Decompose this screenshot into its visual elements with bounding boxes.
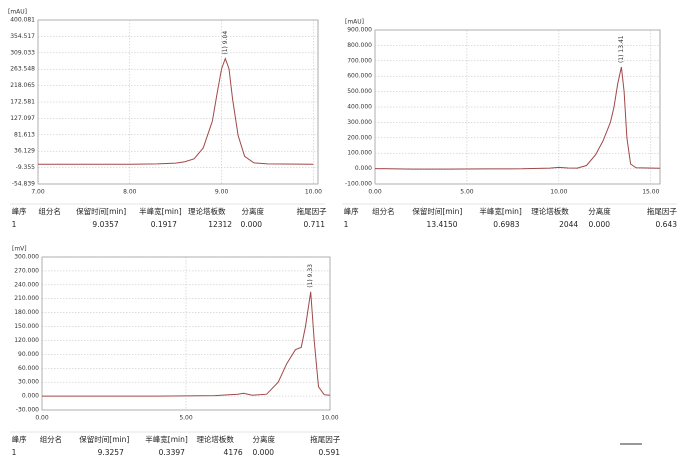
y-tick-label: 240.000 [14, 281, 39, 288]
chromatogram-line [374, 66, 661, 170]
peak-annotation: (1) 13.41 [618, 35, 625, 63]
y-tick-label: 400.000 [347, 104, 372, 111]
x-tick-label: 0.00 [368, 189, 382, 196]
y-axis-label: [mAU] [8, 9, 27, 16]
y-tick-label: 218.065 [10, 82, 35, 89]
y-tick-label: 263.548 [10, 66, 35, 73]
table-header: 峰序 [344, 206, 359, 216]
table-cell: 0.3397 [159, 448, 185, 457]
y-tick-label: 300.000 [14, 254, 39, 261]
x-tick-label: 10.00 [321, 415, 338, 422]
peak-annotation: (1) 9.33 [307, 264, 314, 288]
chromatogram-line [42, 291, 331, 397]
y-tick-label: 81.613 [14, 131, 35, 138]
x-tick-label: 10.00 [305, 189, 322, 196]
x-tick-label: 8.00 [123, 189, 137, 196]
y-tick-label: 120.000 [14, 337, 39, 344]
y-tick-label: 600.000 [347, 73, 372, 80]
table-cell: 2044 [559, 220, 578, 229]
y-tick-label: 0.000 [355, 165, 372, 172]
table-header: 拖尾因子 [647, 206, 677, 216]
y-tick-label: -100.000 [345, 181, 372, 188]
table-header: 分离度 [253, 434, 276, 444]
table-header: 组分名 [372, 206, 395, 216]
y-tick-label: 150.000 [14, 323, 39, 330]
table-header: 拖尾因子 [310, 434, 340, 444]
table-header: 保留时间[min] [79, 434, 129, 444]
x-tick-label: 5.00 [460, 189, 474, 196]
table-header: 保留时间[min] [76, 206, 126, 216]
y-tick-label: 0.000 [22, 393, 39, 400]
y-tick-label: 200.000 [347, 134, 372, 141]
table-cell: 9.0357 [92, 220, 118, 229]
table-header: 峰序 [12, 434, 27, 444]
table-header: 保留时间[min] [412, 206, 462, 216]
y-tick-label: 30.000 [18, 379, 39, 386]
table-cell: 0.000 [241, 220, 263, 229]
table-cell: 0.1917 [151, 220, 177, 229]
table-header: 分离度 [588, 206, 611, 216]
y-tick-label: 127.097 [10, 115, 35, 122]
x-tick-label: 10.00 [550, 189, 567, 196]
x-tick-label: 5.00 [179, 415, 193, 422]
table-header: 半峰宽[min] [139, 206, 182, 216]
y-tick-label: 900.000 [347, 27, 372, 34]
table-header: 理论塔板数 [188, 206, 226, 216]
y-tick-label: 270.000 [14, 267, 39, 274]
y-tick-label: 309.033 [10, 49, 35, 56]
chromatogram-line [38, 57, 314, 165]
table-header: 理论塔板数 [196, 434, 234, 444]
y-tick-label: 300.000 [347, 119, 372, 126]
y-tick-label: 500.000 [347, 88, 372, 95]
table-header: 理论塔板数 [531, 206, 569, 216]
y-tick-label: -54.839 [12, 181, 35, 188]
y-tick-label: 800.000 [347, 42, 372, 49]
table-cell: 0.000 [589, 220, 611, 229]
table-header: 拖尾因子 [297, 206, 327, 216]
y-tick-label: 180.000 [14, 309, 39, 316]
y-tick-label: 354.517 [10, 33, 35, 40]
y-tick-label: -9.355 [16, 164, 36, 171]
peak-annotation: (1) 9.04 [222, 31, 229, 55]
y-tick-label: 90.000 [18, 351, 39, 358]
y-tick-label: 36.129 [14, 148, 35, 155]
y-tick-label: -30.000 [16, 407, 39, 414]
table-cell: 1 [12, 220, 17, 229]
y-axis-label: [mAU] [345, 19, 364, 26]
y-tick-label: 400.081 [10, 17, 35, 24]
y-tick-label: 172.581 [10, 99, 35, 106]
table-header: 组分名 [40, 434, 63, 444]
table-cell: 1 [344, 220, 349, 229]
y-tick-label: 100.000 [347, 150, 372, 157]
table-cell: 9.3257 [98, 448, 124, 457]
table-cell: 0.591 [319, 448, 341, 457]
table-cell: 4176 [224, 448, 243, 457]
y-axis-label: [mV] [12, 246, 27, 253]
x-tick-label: 9.00 [215, 189, 229, 196]
table-header: 峰序 [12, 206, 27, 216]
x-tick-label: 7.00 [31, 189, 45, 196]
y-tick-label: 60.000 [18, 365, 39, 372]
table-cell: 0.000 [253, 448, 275, 457]
y-tick-label: 210.000 [14, 295, 39, 302]
table-cell: 0.6983 [493, 220, 519, 229]
table-header: 组分名 [38, 206, 61, 216]
table-cell: 1 [12, 448, 17, 457]
x-tick-label: 0.00 [35, 415, 49, 422]
table-cell: 12312 [208, 220, 232, 229]
table-header: 半峰宽[min] [145, 434, 188, 444]
table-header: 分离度 [242, 206, 265, 216]
table-cell: 0.643 [656, 220, 678, 229]
x-tick-label: 15.00 [642, 189, 659, 196]
table-cell: 0.711 [304, 220, 326, 229]
table-cell: 13.4150 [427, 220, 458, 229]
y-tick-label: 700.000 [347, 57, 372, 64]
table-header: 半峰宽[min] [479, 206, 522, 216]
